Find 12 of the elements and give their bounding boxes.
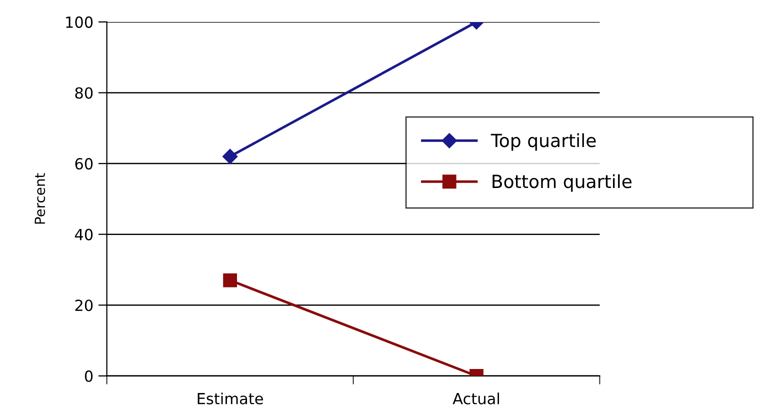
y-tick-label: 0 (84, 370, 93, 382)
x-tick-label: Estimate (198, 392, 263, 404)
y-axis-title: Percent (34, 173, 46, 224)
x-tick-label: Actual (452, 392, 499, 404)
legend-label: Bottom quartile (492, 174, 632, 192)
y-tick-label: 80 (75, 87, 93, 99)
y-tick-label: 100 (66, 16, 93, 28)
y-tick-label: 40 (74, 228, 93, 240)
y-tick-label: 20 (75, 300, 93, 312)
y-tick-label: 60 (75, 158, 93, 170)
legend-label: Top quartile (490, 133, 596, 151)
point (222, 148, 238, 164)
